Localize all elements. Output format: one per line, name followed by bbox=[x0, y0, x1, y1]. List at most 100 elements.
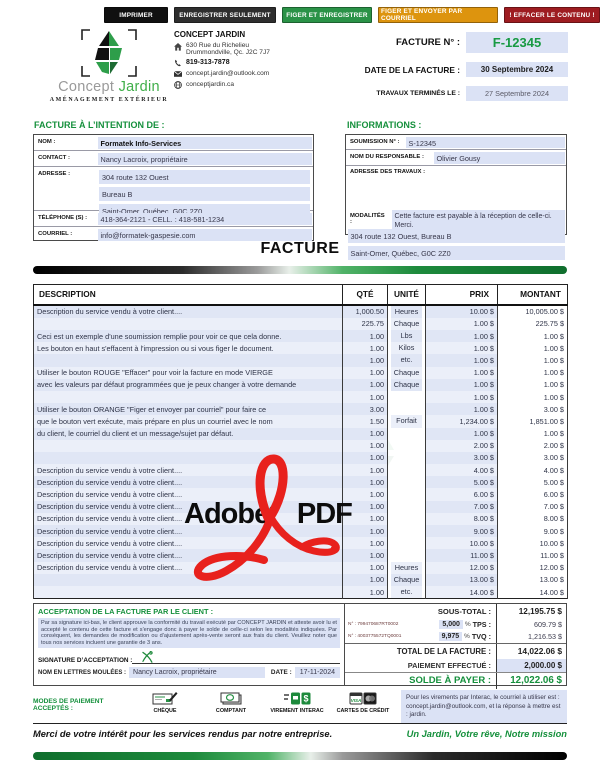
tps-rate-field[interactable]: 5,000 bbox=[439, 619, 463, 629]
cell-unit[interactable]: Heures bbox=[387, 561, 426, 574]
cell-qty[interactable]: 1.00 bbox=[342, 451, 388, 465]
cell-unit[interactable]: Chaque bbox=[387, 366, 426, 379]
cell-prix[interactable]: 2.00 $ bbox=[425, 439, 498, 452]
client-nom-field[interactable]: Formatek Info-Services bbox=[97, 136, 312, 149]
cell-prix[interactable]: 12.00 $ bbox=[425, 561, 498, 574]
cell-unit[interactable] bbox=[387, 476, 426, 489]
cell-unit[interactable] bbox=[387, 488, 426, 501]
cell-prix[interactable]: 10.00 $ bbox=[425, 537, 498, 550]
cell-desc[interactable]: que le bouton vert exécute, mais prépare… bbox=[33, 415, 343, 428]
cell-qty[interactable]: 1.00 bbox=[342, 439, 388, 452]
cell-mont[interactable]: 1,851.00 $ bbox=[497, 415, 568, 428]
cell-qty[interactable]: 1.00 bbox=[342, 549, 388, 562]
cell-desc[interactable] bbox=[33, 573, 343, 586]
cell-unit[interactable] bbox=[387, 512, 426, 525]
cell-mont[interactable]: 3.00 $ bbox=[497, 403, 568, 416]
cell-desc[interactable]: Description du service vendu à votre cli… bbox=[33, 561, 343, 574]
freeze-save-button[interactable]: FIGER ET ENREGISTRER bbox=[282, 7, 372, 23]
adresse-travaux-line1[interactable]: 304 route 132 Ouest, Bureau B bbox=[347, 229, 565, 243]
cell-qty[interactable]: 1.50 bbox=[342, 415, 388, 428]
cell-prix[interactable]: 1,234.00 $ bbox=[425, 415, 498, 428]
cell-mont[interactable]: 8.00 $ bbox=[497, 512, 568, 525]
cell-prix[interactable]: 1.00 $ bbox=[425, 427, 498, 440]
cell-prix[interactable]: 3.00 $ bbox=[425, 451, 498, 465]
cell-unit[interactable]: Kilos bbox=[387, 342, 426, 355]
cell-mont[interactable]: 7.00 $ bbox=[497, 500, 568, 513]
cell-desc[interactable]: Description du service vendu à votre cli… bbox=[33, 488, 343, 501]
cell-prix[interactable]: 6.00 $ bbox=[425, 488, 498, 501]
cell-qty[interactable]: 1.00 bbox=[342, 378, 388, 391]
cell-unit[interactable]: etc. bbox=[387, 585, 426, 599]
cell-mont[interactable]: 13.00 $ bbox=[497, 573, 568, 586]
cell-desc[interactable]: Description du service vendu à votre cli… bbox=[33, 537, 343, 550]
cell-desc[interactable]: Description du service vendu à votre cli… bbox=[33, 512, 343, 525]
cell-mont[interactable]: 9.00 $ bbox=[497, 525, 568, 538]
cell-desc[interactable] bbox=[33, 451, 343, 465]
cell-qty[interactable]: 1.00 bbox=[342, 390, 388, 404]
cell-mont[interactable]: 1.00 $ bbox=[497, 390, 568, 404]
printed-name-field[interactable]: Nancy Lacroix, propriétaire bbox=[129, 667, 265, 679]
cell-unit[interactable] bbox=[387, 451, 426, 465]
adresse-travaux-line2[interactable]: Saint-Omer, Québec, G0C 2Z0 bbox=[347, 246, 565, 260]
cell-desc[interactable]: Description du service vendu à votre cli… bbox=[33, 304, 343, 318]
cell-mont[interactable]: 10,005.00 $ bbox=[497, 304, 568, 318]
cell-mont[interactable]: 6.00 $ bbox=[497, 488, 568, 501]
responsable-field[interactable]: Olivier Gousy bbox=[433, 151, 565, 164]
cell-qty[interactable]: 1.00 bbox=[342, 476, 388, 489]
cell-mont[interactable]: 1.00 $ bbox=[497, 366, 568, 379]
cell-mont[interactable]: 14.00 $ bbox=[497, 585, 568, 599]
clear-content-button[interactable]: ! EFFACER LE CONTENU ! bbox=[504, 7, 600, 23]
payment-made-field[interactable]: 2,000.00 $ bbox=[496, 658, 566, 672]
cell-desc[interactable]: Description du service vendu à votre cli… bbox=[33, 525, 343, 538]
cell-mont[interactable]: 1.00 $ bbox=[497, 329, 568, 343]
cell-unit[interactable] bbox=[387, 549, 426, 562]
print-button[interactable]: IMPRIMER bbox=[104, 7, 168, 23]
cell-desc[interactable]: avec les valeurs par défaut programmées … bbox=[33, 378, 343, 391]
cell-desc[interactable] bbox=[33, 317, 343, 330]
soumission-field[interactable]: S-12345 bbox=[405, 136, 565, 148]
invoice-date-field[interactable]: 30 Septembre 2024 bbox=[466, 62, 568, 77]
cell-unit[interactable] bbox=[387, 500, 426, 513]
cell-unit[interactable] bbox=[387, 525, 426, 538]
cell-mont[interactable]: 1.00 $ bbox=[497, 378, 568, 391]
cell-unit[interactable]: Lbs bbox=[387, 329, 426, 343]
cell-qty[interactable]: 1,000.50 bbox=[342, 304, 388, 318]
cell-prix[interactable]: 10.00 $ bbox=[425, 304, 498, 318]
invoice-number-field[interactable]: F-12345 bbox=[466, 32, 568, 53]
cell-prix[interactable]: 9.00 $ bbox=[425, 525, 498, 538]
cell-qty[interactable]: 1.00 bbox=[342, 525, 388, 538]
cell-qty[interactable]: 1.00 bbox=[342, 573, 388, 586]
cell-qty[interactable]: 1.00 bbox=[342, 488, 388, 501]
cell-desc[interactable] bbox=[33, 354, 343, 367]
cell-unit[interactable]: Chaque bbox=[387, 317, 426, 330]
cell-mont[interactable]: 2.00 $ bbox=[497, 439, 568, 452]
cell-desc[interactable]: Les bouton en haut s'effacent à l'impres… bbox=[33, 342, 343, 355]
cell-mont[interactable]: 1.00 $ bbox=[497, 342, 568, 355]
cell-desc[interactable]: du client, le courriel du client et un m… bbox=[33, 427, 343, 440]
save-only-button[interactable]: ENREGISTRER SEULEMENT bbox=[174, 7, 276, 23]
cell-prix[interactable]: 8.00 $ bbox=[425, 512, 498, 525]
acceptance-date-field[interactable]: 17-11-2024 bbox=[294, 667, 340, 679]
cell-mont[interactable]: 12.00 $ bbox=[497, 561, 568, 574]
freeze-email-button[interactable]: FIGER ET ENVOYER PAR COURRIEL bbox=[378, 7, 498, 23]
cell-desc[interactable]: Utiliser le bouton ORANGE "Figer et envo… bbox=[33, 403, 343, 416]
cell-qty[interactable]: 1.00 bbox=[342, 537, 388, 550]
cell-prix[interactable]: 11.00 $ bbox=[425, 549, 498, 562]
cell-mont[interactable]: 225.75 $ bbox=[497, 317, 568, 330]
cell-unit[interactable] bbox=[387, 427, 426, 440]
tvq-rate-field[interactable]: 9,975 bbox=[438, 632, 463, 642]
cell-prix[interactable]: 1.00 $ bbox=[425, 329, 498, 343]
cell-prix[interactable]: 4.00 $ bbox=[425, 464, 498, 477]
cell-desc[interactable]: Description du service vendu à votre cli… bbox=[33, 500, 343, 513]
cell-desc[interactable] bbox=[33, 390, 343, 404]
cell-qty[interactable]: 1.00 bbox=[342, 427, 388, 440]
cell-prix[interactable]: 1.00 $ bbox=[425, 403, 498, 416]
client-contact-field[interactable]: Nancy Lacroix, propriétaire bbox=[97, 152, 312, 165]
cell-qty[interactable]: 1.00 bbox=[342, 561, 388, 574]
cell-unit[interactable]: Chaque bbox=[387, 378, 426, 391]
client-courriel-field[interactable]: info@formatek-gaspesie.com bbox=[97, 228, 312, 241]
cell-unit[interactable] bbox=[387, 403, 426, 416]
cell-unit[interactable] bbox=[387, 439, 426, 452]
cell-unit[interactable]: Forfait bbox=[387, 415, 426, 428]
cell-unit[interactable] bbox=[387, 390, 426, 404]
